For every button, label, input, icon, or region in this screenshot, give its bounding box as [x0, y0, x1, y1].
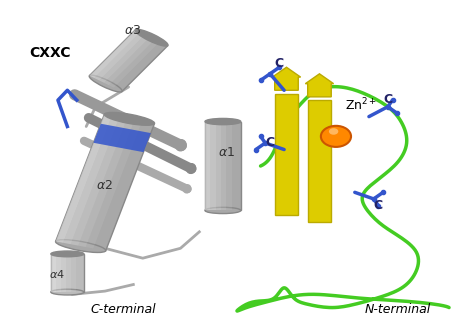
Bar — [210, 122, 216, 210]
Text: Zn$^{2+}$: Zn$^{2+}$ — [346, 96, 378, 113]
Bar — [205, 122, 241, 210]
Text: $\alpha$3: $\alpha$3 — [124, 24, 141, 37]
Bar — [71, 117, 127, 246]
Text: C: C — [374, 199, 383, 212]
Text: CXXC: CXXC — [30, 46, 71, 60]
Bar — [104, 37, 155, 85]
Text: C: C — [383, 93, 392, 107]
Text: $\alpha$2: $\alpha$2 — [96, 179, 112, 192]
Text: C: C — [275, 57, 284, 70]
Ellipse shape — [104, 113, 155, 125]
Polygon shape — [275, 94, 298, 215]
Bar — [99, 35, 150, 83]
Bar — [56, 254, 61, 292]
Ellipse shape — [55, 240, 106, 252]
Circle shape — [329, 128, 338, 135]
Bar — [66, 254, 71, 292]
Bar — [109, 39, 160, 88]
Bar — [71, 254, 76, 292]
Text: $\alpha$1: $\alpha$1 — [218, 146, 235, 159]
Bar — [205, 122, 210, 210]
Bar — [61, 254, 66, 292]
Bar — [51, 254, 56, 292]
FancyArrow shape — [305, 74, 334, 97]
Bar — [78, 119, 135, 247]
Bar — [221, 122, 227, 210]
Circle shape — [321, 126, 351, 147]
Bar — [216, 122, 221, 210]
Bar — [86, 120, 142, 248]
Text: $\alpha$4: $\alpha$4 — [48, 268, 64, 280]
Bar — [90, 30, 168, 92]
Bar — [227, 122, 232, 210]
Bar — [55, 114, 155, 251]
Bar — [94, 32, 145, 80]
Bar — [63, 116, 119, 244]
FancyArrow shape — [273, 67, 301, 90]
Ellipse shape — [205, 119, 241, 125]
Text: C-terminal: C-terminal — [91, 302, 156, 315]
Text: N-terminal: N-terminal — [364, 302, 430, 315]
Ellipse shape — [51, 289, 84, 295]
Bar — [93, 124, 151, 152]
Bar — [55, 114, 112, 243]
Text: C: C — [265, 136, 274, 149]
Ellipse shape — [135, 29, 168, 46]
Ellipse shape — [89, 75, 122, 92]
Bar — [51, 254, 84, 292]
Bar — [90, 30, 140, 78]
Ellipse shape — [51, 251, 84, 257]
Ellipse shape — [205, 207, 241, 213]
Polygon shape — [308, 100, 331, 222]
